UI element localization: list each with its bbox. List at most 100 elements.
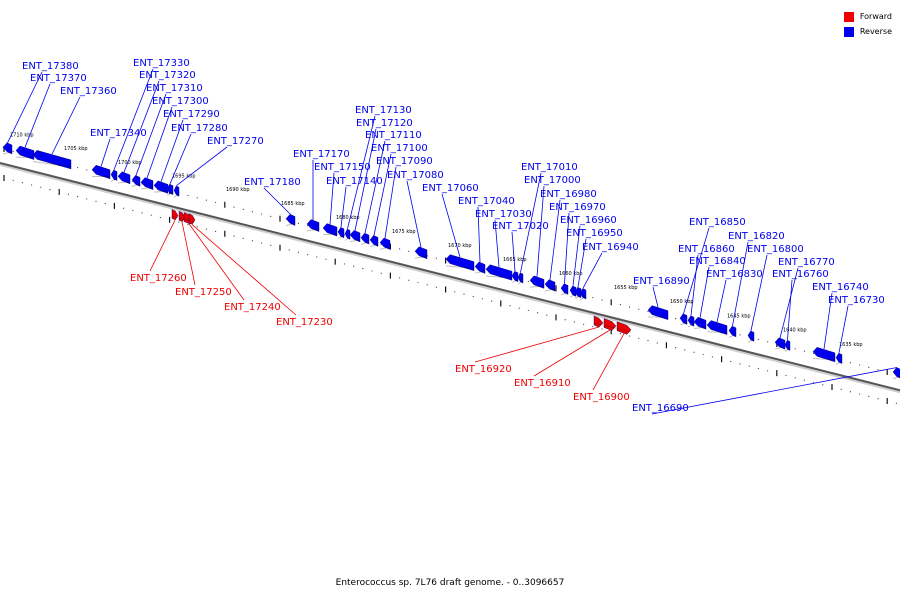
gene-arrow-ent_17270 (173, 185, 180, 197)
scale-label: 1690 kbp (226, 187, 250, 193)
gene-arrow-ent_16970 (560, 283, 569, 295)
leader-ent_17030 (494, 219, 500, 268)
scale-tick-minor (196, 197, 198, 199)
scale-tick-minor (472, 295, 474, 298)
scale-tick-minor (435, 257, 437, 259)
scale-tick-minor (380, 272, 382, 274)
gene-arrow-ent_16690 (892, 367, 900, 379)
gene-label-ent_17090: ENT_17090 (376, 156, 433, 167)
gene-label-ent_16820: ENT_16820 (728, 231, 785, 242)
gene-label-ent_16910: ENT_16910 (514, 378, 571, 389)
scale-tick-minor (178, 221, 180, 223)
scale-label: 1705 kbp (64, 146, 88, 152)
gene-arrow-ent_17100 (369, 235, 379, 247)
gene-arrow-ent_17150 (322, 223, 338, 237)
leader-ent_17040 (477, 206, 481, 263)
leader-ent_17230 (191, 224, 297, 316)
leader-ent_16970 (564, 212, 570, 284)
gene-arrow-ent_17330 (110, 169, 118, 181)
leader-ent_16820 (732, 241, 749, 327)
scale-tick-minor (849, 362, 852, 364)
forward-label: Forward (859, 12, 892, 21)
gene-arrow-ent_17320-shade (117, 181, 131, 184)
gene-arrow-ent_17280-shade (166, 191, 174, 196)
scale-label: 1645 kbp (727, 314, 751, 320)
scale-tick-minor (205, 228, 207, 230)
scale-tick-minor (408, 279, 410, 281)
scale-tick-minor (362, 268, 364, 270)
gene-arrow-ent_17260-shade (171, 215, 179, 219)
reverse-label: Reverse (859, 27, 892, 36)
gene-arrow-ent_16730 (835, 352, 843, 364)
scale-tick-minor (49, 189, 51, 191)
leader-ent_17360 (51, 96, 81, 155)
scale-tick-minor (261, 213, 263, 215)
scale-tick-minor (187, 194, 189, 197)
gene-label-ent_16980: ENT_16980 (540, 189, 597, 200)
leader-ent_17330 (113, 68, 154, 170)
gene-arrow-ent_17080-shade (414, 256, 428, 259)
scale-tick-minor (270, 244, 272, 246)
gene-label-ent_17330: ENT_17330 (133, 58, 190, 69)
leader-ent_17120 (354, 128, 377, 231)
gene-arrow-ent_16900 (616, 321, 632, 335)
gene-arrow-ent_17120 (349, 230, 361, 243)
scale-tick-minor (739, 334, 741, 336)
gene-arrow-ent_17140-shade (337, 235, 345, 240)
leader-ent_17370 (24, 83, 51, 148)
scale-tick-minor (619, 333, 622, 335)
gene-arrow-ent_17090-shade (379, 246, 391, 250)
gene-label-ent_17100: ENT_17100 (371, 143, 428, 154)
gene-arrow-ent_17130-shade (344, 236, 351, 241)
gene-label-ent_16960: ENT_16960 (560, 215, 617, 226)
gene-label-ent_17170: ENT_17170 (293, 149, 350, 160)
gene-label-ent_17060: ENT_17060 (422, 183, 479, 194)
scale-tick-minor (730, 360, 732, 363)
gene-label-ent_16730: ENT_16730 (828, 295, 885, 306)
scale-tick-minor (868, 366, 870, 368)
scale-label: 1665 kbp (503, 257, 527, 263)
scale-label: 1695 kbp (172, 173, 196, 179)
scale-tick-minor (877, 398, 879, 400)
gene-label-ent_17250: ENT_17250 (175, 287, 232, 298)
gene-label-ent_16740: ENT_16740 (812, 282, 869, 293)
scale-tick-minor (353, 265, 355, 267)
gene-label-ent_16690: ENT_16690 (632, 403, 689, 414)
scale-tick-minor (592, 297, 594, 299)
gene-label-ent_17110: ENT_17110 (365, 130, 422, 141)
leader-ent_17270 (176, 146, 228, 186)
leader-ent_17180 (263, 187, 291, 215)
gene-arrow-ent_16920-shade (593, 322, 604, 326)
scale-tick-minor (270, 215, 272, 217)
gene-arrow-ent_17020-shade (511, 279, 519, 283)
gene-label-ent_16900: ENT_16900 (573, 392, 630, 403)
leader-ent_16860 (690, 254, 699, 316)
gene-label-ent_16830: ENT_16830 (706, 269, 763, 280)
scale-tick-minor (629, 306, 631, 308)
scale-label: 1670 kbp (448, 243, 472, 249)
scale-tick-minor (95, 200, 97, 202)
scale-tick-minor (86, 198, 88, 200)
gene-arrow-ent_16910 (603, 318, 617, 331)
scale-label: 1680 kbp (336, 215, 360, 221)
gene-arrow-ent_17010 (517, 272, 524, 284)
gene-arrow-ent_17040-shade (474, 270, 486, 274)
gene-arrow-ent_16830-shade (706, 331, 728, 333)
scale-tick-minor (638, 337, 640, 339)
leader-ent_16800 (750, 254, 768, 331)
scale-tick-minor (656, 342, 658, 344)
gene-arrow-ent_16980-shade (544, 288, 556, 292)
gene-arrow-ent_17100-shade (369, 243, 379, 248)
gene-label-ent_17080: ENT_17080 (387, 170, 444, 181)
gene-arrow-ent_17360-shade (32, 161, 72, 168)
leader-ent_17310 (135, 93, 167, 176)
scale-tick-minor (794, 377, 796, 379)
scale-tick-minor (684, 349, 686, 351)
scale-label: 1675 kbp (392, 229, 416, 235)
scale-tick-minor (647, 311, 649, 313)
scale-tick-minor (757, 367, 760, 370)
leader-ent_16890 (652, 286, 659, 308)
scale-tick-minor (454, 291, 456, 293)
scale-tick-minor (491, 300, 493, 302)
scale-tick-minor (702, 353, 704, 356)
